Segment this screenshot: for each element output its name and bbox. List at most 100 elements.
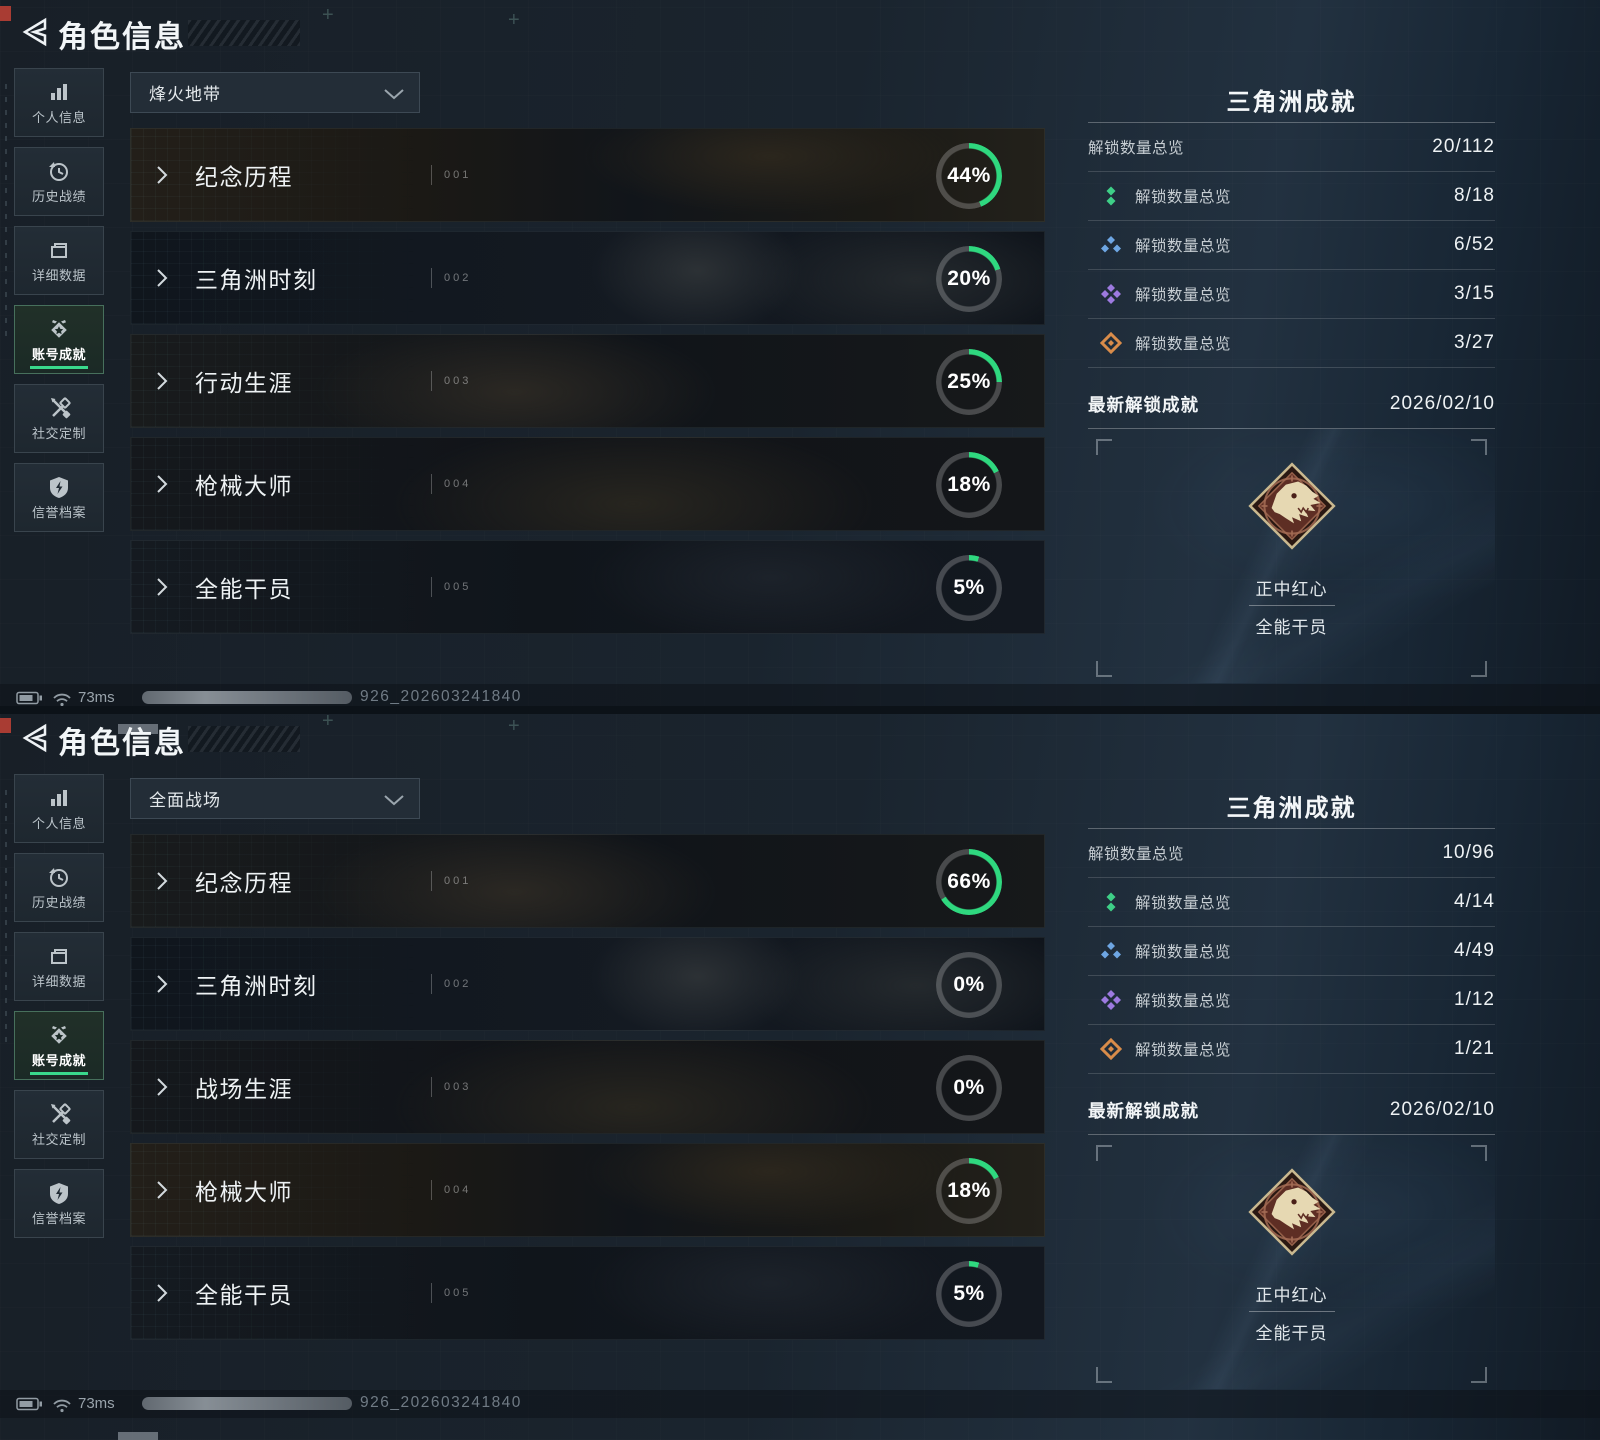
progress-ring: 20% [936,246,1002,312]
tier-blue-icon [1100,234,1122,256]
badge-divider [1248,1311,1335,1312]
tools-icon [47,1102,71,1126]
chevron-right-icon [155,267,169,289]
back-arrow-icon[interactable] [20,722,52,754]
wifi-icon [52,691,72,707]
sidebar-item-label: 个人信息 [31,109,86,125]
category-row-gun-master[interactable]: 枪械大师 004 18% [130,437,1045,531]
back-arrow-icon[interactable] [20,16,52,48]
title-hatch-decoration [188,726,300,752]
sidebar-item-account-achievements[interactable]: 账号成就 [14,1011,104,1080]
mode-select-value: 全面战场 [149,791,221,810]
category-row-gun-master[interactable]: 枪械大师 004 18% [130,1143,1045,1237]
chevron-right-icon [155,370,169,392]
sidebar-item-history[interactable]: 历史战绩 [14,853,104,922]
achievements-title: 三角洲成就 [1226,795,1357,822]
ping-value: 73ms [78,1395,115,1412]
unlock-tier-row: 解锁数量总览 1/12 [1088,976,1495,1025]
blurred-name-bar [142,1397,352,1410]
sidebar-item-history[interactable]: 历史战绩 [14,147,104,216]
battery-icon [16,1396,44,1412]
tier-purple-icon [1100,283,1122,305]
crosshair-mark: + [508,9,520,31]
progress-ring: 66% [936,849,1002,915]
hud-tab-decoration [118,724,158,734]
record-indicator [0,6,11,21]
progress-ring: 0% [936,1055,1002,1121]
sidebar-item-personal-info[interactable]: 个人信息 [14,68,104,137]
bar-chart-icon [47,80,71,104]
tier-green-icon [1100,185,1122,207]
latest-unlocked-row: 最新解锁成就 2026/02/10 [1088,393,1495,415]
achievements-summary-panel: 三角洲成就 解锁数量总览 10/96 解锁数量总览 4/14 解锁数量总览 4/… [1088,782,1495,1394]
shield-bolt-icon [47,1181,71,1205]
chevron-right-icon [155,576,169,598]
unlock-tier-row: 解锁数量总览 3/15 [1088,270,1495,319]
sidebar-item-label: 账号成就 [31,346,86,362]
tier-orange-icon [1099,1037,1123,1061]
battery-icon [16,690,44,706]
sidebar-item-detailed-data[interactable]: 详细数据 [14,932,104,1001]
category-row-delta-moments[interactable]: 三角洲时刻 002 0% [130,937,1045,1031]
sidebar-item-social-custom[interactable]: 社交定制 [14,1090,104,1159]
chevron-right-icon [155,1282,169,1304]
unlock-tier-row: 解锁数量总览 8/18 [1088,172,1495,221]
sidebar-item-reputation[interactable]: 信誉档案 [14,463,104,532]
sidebar-item-label: 详细数据 [31,973,86,989]
sidebar-item-account-achievements[interactable]: 账号成就 [14,305,104,374]
chevron-right-icon [155,1076,169,1098]
sidebar-item-reputation[interactable]: 信誉档案 [14,1169,104,1238]
latest-badge-frame: 正中红心 全能干员 [1088,1134,1495,1389]
hud-tab-decoration [118,1432,158,1440]
files-icon [47,944,71,968]
crosshair-mark: + [322,4,334,26]
progress-ring: 18% [936,452,1002,518]
category-row-battlefield-career[interactable]: 战场生涯 003 0% [130,1040,1045,1134]
category-row-all-round-operator[interactable]: 全能干员 005 5% [130,1246,1045,1340]
category-row-operation-career[interactable]: 行动生涯 003 25% [130,334,1045,428]
category-row-memorial[interactable]: 纪念历程 001 44% [130,128,1045,222]
page-title: 角色信息 [58,727,186,760]
files-icon [47,238,71,262]
chevron-right-icon [155,973,169,995]
medal-icon [47,317,71,341]
sidebar-item-label: 社交定制 [31,425,86,441]
mode-select[interactable]: 烽火地带 [130,72,420,113]
unlock-total-row: 解锁数量总览 20/112 [1088,123,1495,172]
unlock-tier-row: 解锁数量总览 6/52 [1088,221,1495,270]
achievement-category-list: 纪念历程 001 44% 三角洲时刻 002 20% 行动生涯 003 [130,128,1045,643]
chevron-right-icon [155,1179,169,1201]
category-row-delta-moments[interactable]: 三角洲时刻 002 20% [130,231,1045,325]
crosshair-mark: + [508,715,520,737]
category-row-memorial[interactable]: 纪念历程 001 66% [130,834,1045,928]
unlock-tier-row: 解锁数量总览 4/14 [1088,878,1495,927]
progress-ring: 5% [936,1261,1002,1327]
crosshair-mark: + [322,710,334,732]
sidebar-item-detailed-data[interactable]: 详细数据 [14,226,104,295]
progress-ring: 0% [936,952,1002,1018]
latest-unlocked-row: 最新解锁成就 2026/02/10 [1088,1099,1495,1121]
badge-divider [1248,605,1335,606]
history-clock-icon [47,159,71,183]
mode-select-value: 烽火地带 [149,85,221,104]
bar-chart-icon [47,786,71,810]
shield-bolt-icon [47,475,71,499]
chevron-down-icon [383,87,405,99]
chevron-right-icon [155,870,169,892]
tier-blue-icon [1100,940,1122,962]
sidebar-item-personal-info[interactable]: 个人信息 [14,774,104,843]
sidebar-item-label: 详细数据 [31,267,86,283]
sidebar-item-social-custom[interactable]: 社交定制 [14,384,104,453]
session-id: 926_202603241840 [360,688,522,705]
panel-warfare: + + 角色信息 个人信息 历史战绩 详细数据 账号成就 [0,706,1600,1440]
sidebar-item-label: 社交定制 [31,1131,86,1147]
sidebar-item-label: 历史战绩 [31,894,86,910]
category-row-all-round-operator[interactable]: 全能干员 005 5% [130,540,1045,634]
mode-select[interactable]: 全面战场 [130,778,420,819]
achievement-category-list: 纪念历程 001 66% 三角洲时刻 002 0% 战场生涯 003 [130,834,1045,1349]
sidebar: 个人信息 历史战绩 详细数据 账号成就 社交定制 信誉档案 [14,774,104,1238]
ping-value: 73ms [78,689,115,706]
unlock-tier-row: 解锁数量总览 1/21 [1088,1025,1495,1074]
latest-unlocked-date: 2026/02/10 [1389,393,1495,414]
